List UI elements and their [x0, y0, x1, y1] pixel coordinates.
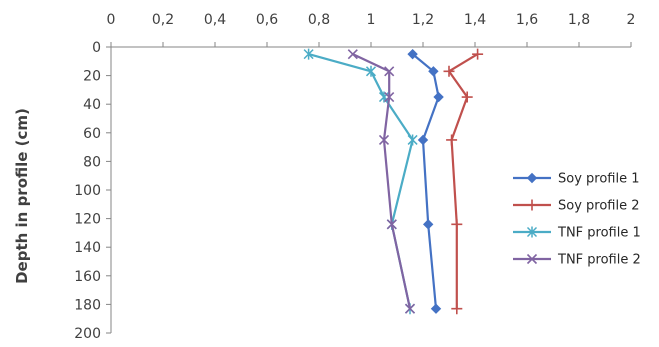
series-line — [352, 53, 412, 309]
x-tick-label: 1,8 — [568, 12, 590, 28]
data-point — [451, 303, 463, 315]
x-tick-label: 2 — [627, 12, 636, 28]
legend-swatch-marker — [526, 253, 538, 265]
data-point — [472, 48, 484, 60]
series-line — [447, 53, 479, 309]
x-tick-label: 1 — [367, 12, 376, 28]
legend: Soy profile 1 Soy profile 2 TNF profile 1 T… — [513, 172, 641, 268]
legend-item: Soy profile 2 — [513, 199, 640, 214]
axes: 0 0,2 0,4 0,6 0,8 1 1,2 1,4 1,6 1,8 20204060801001… — [74, 12, 635, 342]
x-tick-label: 1,6 — [516, 12, 538, 28]
series-line — [411, 53, 440, 309]
data-point — [417, 134, 429, 146]
data-point — [430, 303, 442, 314]
x-tick-label: 0,4 — [204, 12, 226, 28]
x-tick-label: 0,6 — [256, 12, 278, 28]
legend-label: TNF profile 1 — [557, 226, 641, 241]
y-tick-label: 120 — [74, 212, 101, 228]
legend-label: Soy profile 1 — [558, 172, 640, 187]
legend-item: TNF profile 1 — [513, 226, 641, 241]
y-tick-label: 0 — [92, 40, 101, 56]
x-tick-label: 1,2 — [412, 12, 434, 28]
y-tick-label: 180 — [74, 297, 101, 313]
data-point — [407, 134, 418, 146]
data-point — [384, 66, 395, 77]
data-point — [433, 91, 444, 103]
series-layer — [303, 48, 484, 315]
legend-swatch-marker — [526, 172, 538, 184]
data-point — [428, 66, 439, 77]
data-point — [451, 218, 463, 230]
y-tick-label: 160 — [74, 269, 101, 285]
series-2 — [443, 48, 484, 315]
data-point — [347, 49, 358, 60]
data-point — [303, 48, 314, 60]
x-tick-label: 0,2 — [152, 12, 174, 28]
series-4 — [347, 49, 416, 314]
legend-label: Soy profile 2 — [558, 199, 640, 214]
data-point — [386, 219, 397, 230]
data-point — [446, 134, 458, 146]
legend-label: TNF profile 2 — [557, 253, 641, 268]
legend-item: TNF profile 2 — [513, 253, 641, 268]
data-point — [443, 65, 455, 77]
data-point — [422, 219, 434, 230]
y-tick-label: 100 — [74, 183, 101, 199]
y-axis-title: Depth in profile (cm) — [13, 108, 31, 284]
y-tick-label: 140 — [74, 240, 101, 256]
y-tick-label: 80 — [83, 154, 101, 170]
legend-swatch-marker — [526, 199, 538, 211]
x-tick-label: 0 — [107, 12, 116, 28]
legend-swatch-marker — [526, 226, 538, 238]
y-tick-label: 60 — [83, 126, 101, 142]
y-tick-label: 40 — [83, 97, 101, 113]
x-tick-label: 0,8 — [308, 12, 330, 28]
data-point — [404, 303, 416, 314]
data-point — [407, 48, 418, 60]
x-tick-label: 1,4 — [464, 12, 486, 28]
data-point — [461, 91, 473, 103]
y-tick-label: 20 — [83, 69, 101, 85]
data-point — [365, 65, 377, 77]
data-point — [378, 134, 390, 146]
y-tick-label: 200 — [74, 326, 101, 342]
data-point — [384, 91, 395, 103]
legend-item: Soy profile 1 — [513, 172, 640, 187]
series-1 — [407, 48, 444, 314]
